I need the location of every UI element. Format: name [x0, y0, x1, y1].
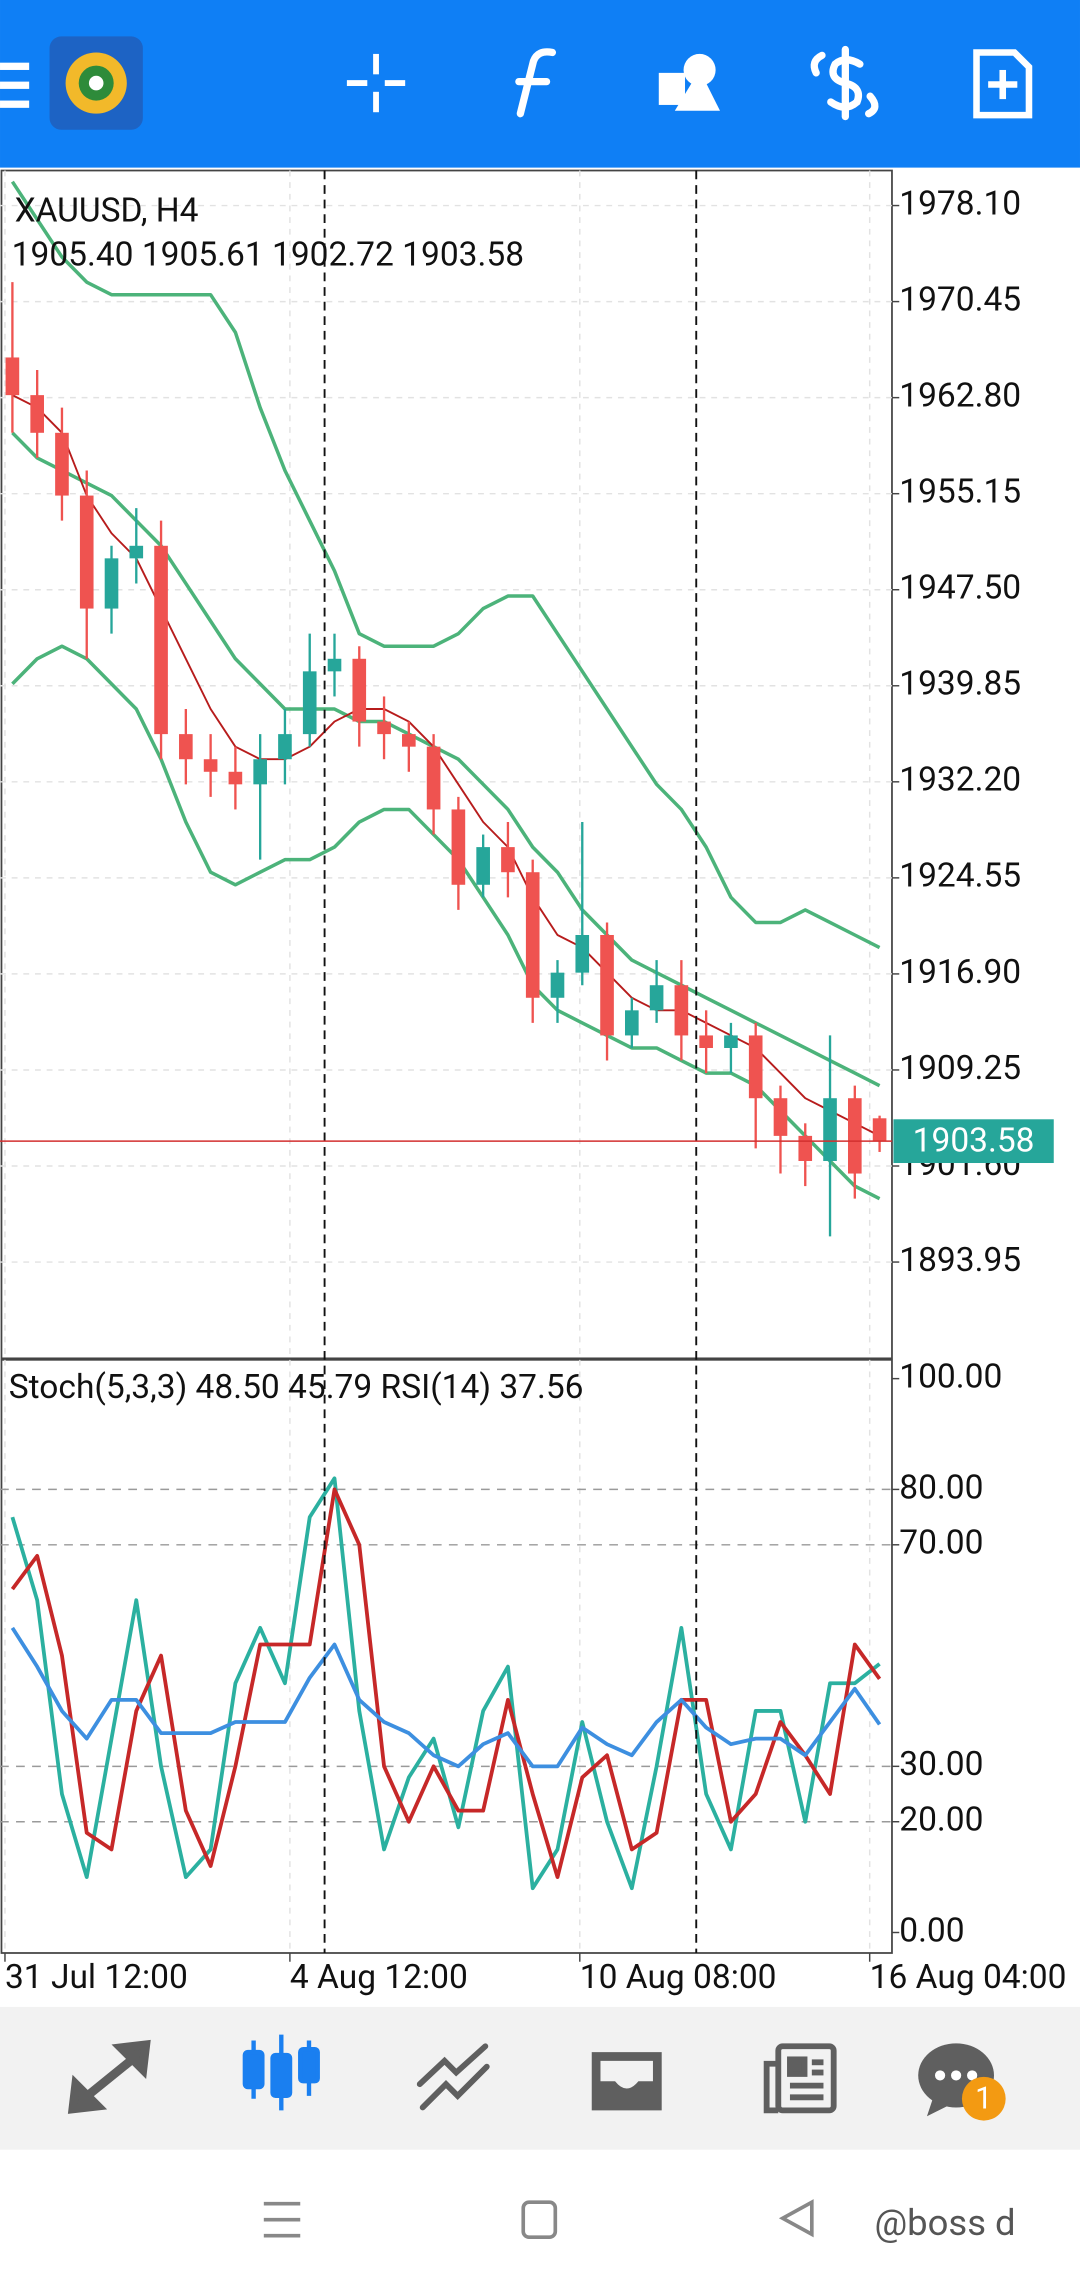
candle-body: [55, 432, 69, 496]
series-line: [11, 394, 881, 1137]
candle-body: [724, 1035, 738, 1048]
candle-body: [476, 847, 490, 885]
candle-body: [129, 545, 144, 559]
y-tick-label: 1939.85: [899, 665, 1021, 704]
series-line: [10, 1476, 881, 1891]
y-tick-label: 80.00: [899, 1468, 983, 1507]
y-tick-label: 1916.90: [899, 953, 1021, 992]
history-tab[interactable]: [591, 2052, 662, 2111]
candle-body: [798, 1135, 813, 1161]
candle-body: [402, 734, 416, 747]
x-tick-label: 10 Aug 08:00: [580, 1958, 777, 1997]
candle-body: [327, 658, 342, 672]
current-price-box: [893, 1119, 1054, 1164]
indicator-panel-frame: [0, 1358, 893, 1954]
candle-body: [823, 1098, 837, 1161]
news-tab[interactable]: [763, 2043, 837, 2114]
symbol-label: XAUUSD, H4: [15, 192, 199, 231]
candle-body: [377, 721, 391, 735]
y-tick-label: 1947.50: [899, 569, 1021, 608]
candle-body: [228, 771, 243, 785]
candle-body: [451, 809, 466, 885]
series-line: [10, 1626, 882, 1769]
bottom-nav: [0, 2006, 1080, 2150]
y-tick-label: 30.00: [899, 1745, 983, 1784]
y-tick-label: 1924.55: [899, 857, 1021, 896]
indicators-button[interactable]: [515, 48, 557, 118]
recents-button[interactable]: [263, 2201, 301, 2238]
objects-button[interactable]: [658, 53, 720, 111]
candle-body: [179, 734, 193, 760]
indicator-plot: [0, 1359, 892, 1953]
series-line: [10, 180, 881, 950]
candle-body: [550, 972, 565, 998]
system-nav: [263, 2199, 814, 2240]
trade-button[interactable]: [810, 45, 879, 121]
candle-body: [302, 671, 317, 735]
y-tick-label: 1893.95: [899, 1241, 1021, 1280]
x-tick-label: 4 Aug 12:00: [290, 1958, 468, 1997]
candle-body: [699, 1035, 713, 1048]
crosshair-button[interactable]: [346, 53, 406, 113]
badge: [961, 2076, 1006, 2121]
series-line: [11, 431, 881, 1088]
candle-body: [674, 985, 689, 1036]
y-tick-label: 1932.20: [899, 761, 1021, 800]
candle-body: [600, 934, 614, 1036]
indicator-label: Stoch(5,3,3) 48.50 45.79 RSI(14) 37.56: [9, 1368, 584, 1407]
candle-body: [104, 558, 119, 609]
y-tick-label: 70.00: [899, 1524, 983, 1563]
candle-body: [352, 658, 367, 722]
trade-tab[interactable]: [416, 2043, 490, 2111]
candle-body: [748, 1035, 763, 1099]
x-tick-label: 16 Aug 04:00: [870, 1958, 1067, 1997]
menu-button[interactable]: [0, 62, 30, 108]
y-tick-label: 1970.45: [899, 280, 1021, 319]
back-button[interactable]: [778, 2199, 814, 2238]
candle-body: [30, 395, 44, 433]
series-line: [10, 1487, 882, 1880]
chart-tab[interactable]: [242, 2034, 320, 2111]
quote-label: 1905.40 1905.61 1902.72 1903.58: [12, 235, 524, 274]
y-tick-label: 0.00: [899, 1911, 964, 1950]
x-tick-label: 31 Jul 12:00: [5, 1958, 188, 1997]
price-plot: [0, 170, 892, 1359]
series-line: [11, 644, 881, 1201]
price-panel-frame: [0, 169, 893, 1360]
candle-body: [79, 495, 94, 609]
candle-body: [872, 1118, 887, 1142]
chat-tab[interactable]: 1: [918, 2043, 1006, 2121]
app-icon[interactable]: [49, 36, 143, 130]
candle-body: [625, 1010, 639, 1036]
y-tick-label: 1962.80: [899, 377, 1021, 416]
chart-layer: 31 Jul 12:00 4 Aug 12:00 10 Aug 08:00 16 Au…: [0, 170, 1067, 1997]
candle-body: [253, 759, 267, 785]
current-price-label: 1903.58: [913, 1121, 1035, 1160]
quotes-tab[interactable]: [67, 2039, 151, 2114]
y-tick-label: 1909.25: [899, 1049, 1021, 1088]
candle-body: [154, 545, 168, 735]
candle-body: [5, 357, 20, 396]
candle-body: [525, 872, 540, 998]
new-order-button[interactable]: [973, 49, 1033, 119]
badge-count: 1: [975, 2081, 992, 2116]
candle-body: [426, 746, 441, 810]
candle-body: [278, 734, 292, 760]
y-tick-label: 20.00: [899, 1801, 983, 1840]
candle-body: [847, 1098, 862, 1174]
candle-body: [773, 1098, 788, 1136]
y-tick-label: 100.00: [899, 1357, 1002, 1396]
y-tick-label: 1955.15: [899, 473, 1021, 512]
candle-body: [501, 847, 515, 873]
watermark: @boss d: [874, 2201, 1015, 2244]
y-tick-label: 1978.10: [899, 184, 1021, 223]
candle-body: [575, 934, 590, 973]
candle-body: [203, 759, 218, 772]
candle-body: [649, 985, 664, 1011]
home-button[interactable]: [521, 2200, 558, 2240]
